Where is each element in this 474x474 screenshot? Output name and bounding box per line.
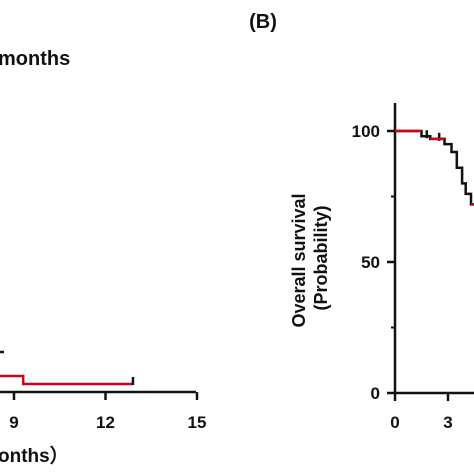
right-y-axis-label-line2: (Probability) (311, 205, 331, 310)
right-y-tick-label: 50 (361, 253, 380, 272)
right-x-tick-label: 3 (443, 413, 452, 432)
left-survival-curve (0, 374, 133, 386)
left-chart-subtitle: months (0, 48, 70, 70)
left-survival-chart: months 9 12 15 onths） (0, 48, 206, 467)
right-y-axis-label: Overall survival (Probability) (289, 188, 331, 327)
right-y-axis-label-line1: Overall survival (289, 193, 309, 327)
right-x-tick-label: 0 (390, 413, 399, 432)
right-survival-curve (395, 129, 474, 206)
left-x-ticks: 9 12 15 (9, 392, 206, 432)
right-curve-highlight (430, 137, 474, 206)
left-censor-marks (0, 350, 135, 385)
right-y-tick-label: 0 (371, 384, 380, 403)
left-x-tick-label: 15 (188, 413, 207, 432)
panel-b-label: (B) (249, 11, 277, 33)
right-y-ticks: 0 50 100 (352, 122, 395, 403)
left-x-tick-label: 12 (96, 413, 115, 432)
left-x-tick-label: 9 (9, 413, 18, 432)
right-y-tick-label: 100 (352, 122, 380, 141)
left-x-axis-label: onths） (0, 444, 69, 467)
